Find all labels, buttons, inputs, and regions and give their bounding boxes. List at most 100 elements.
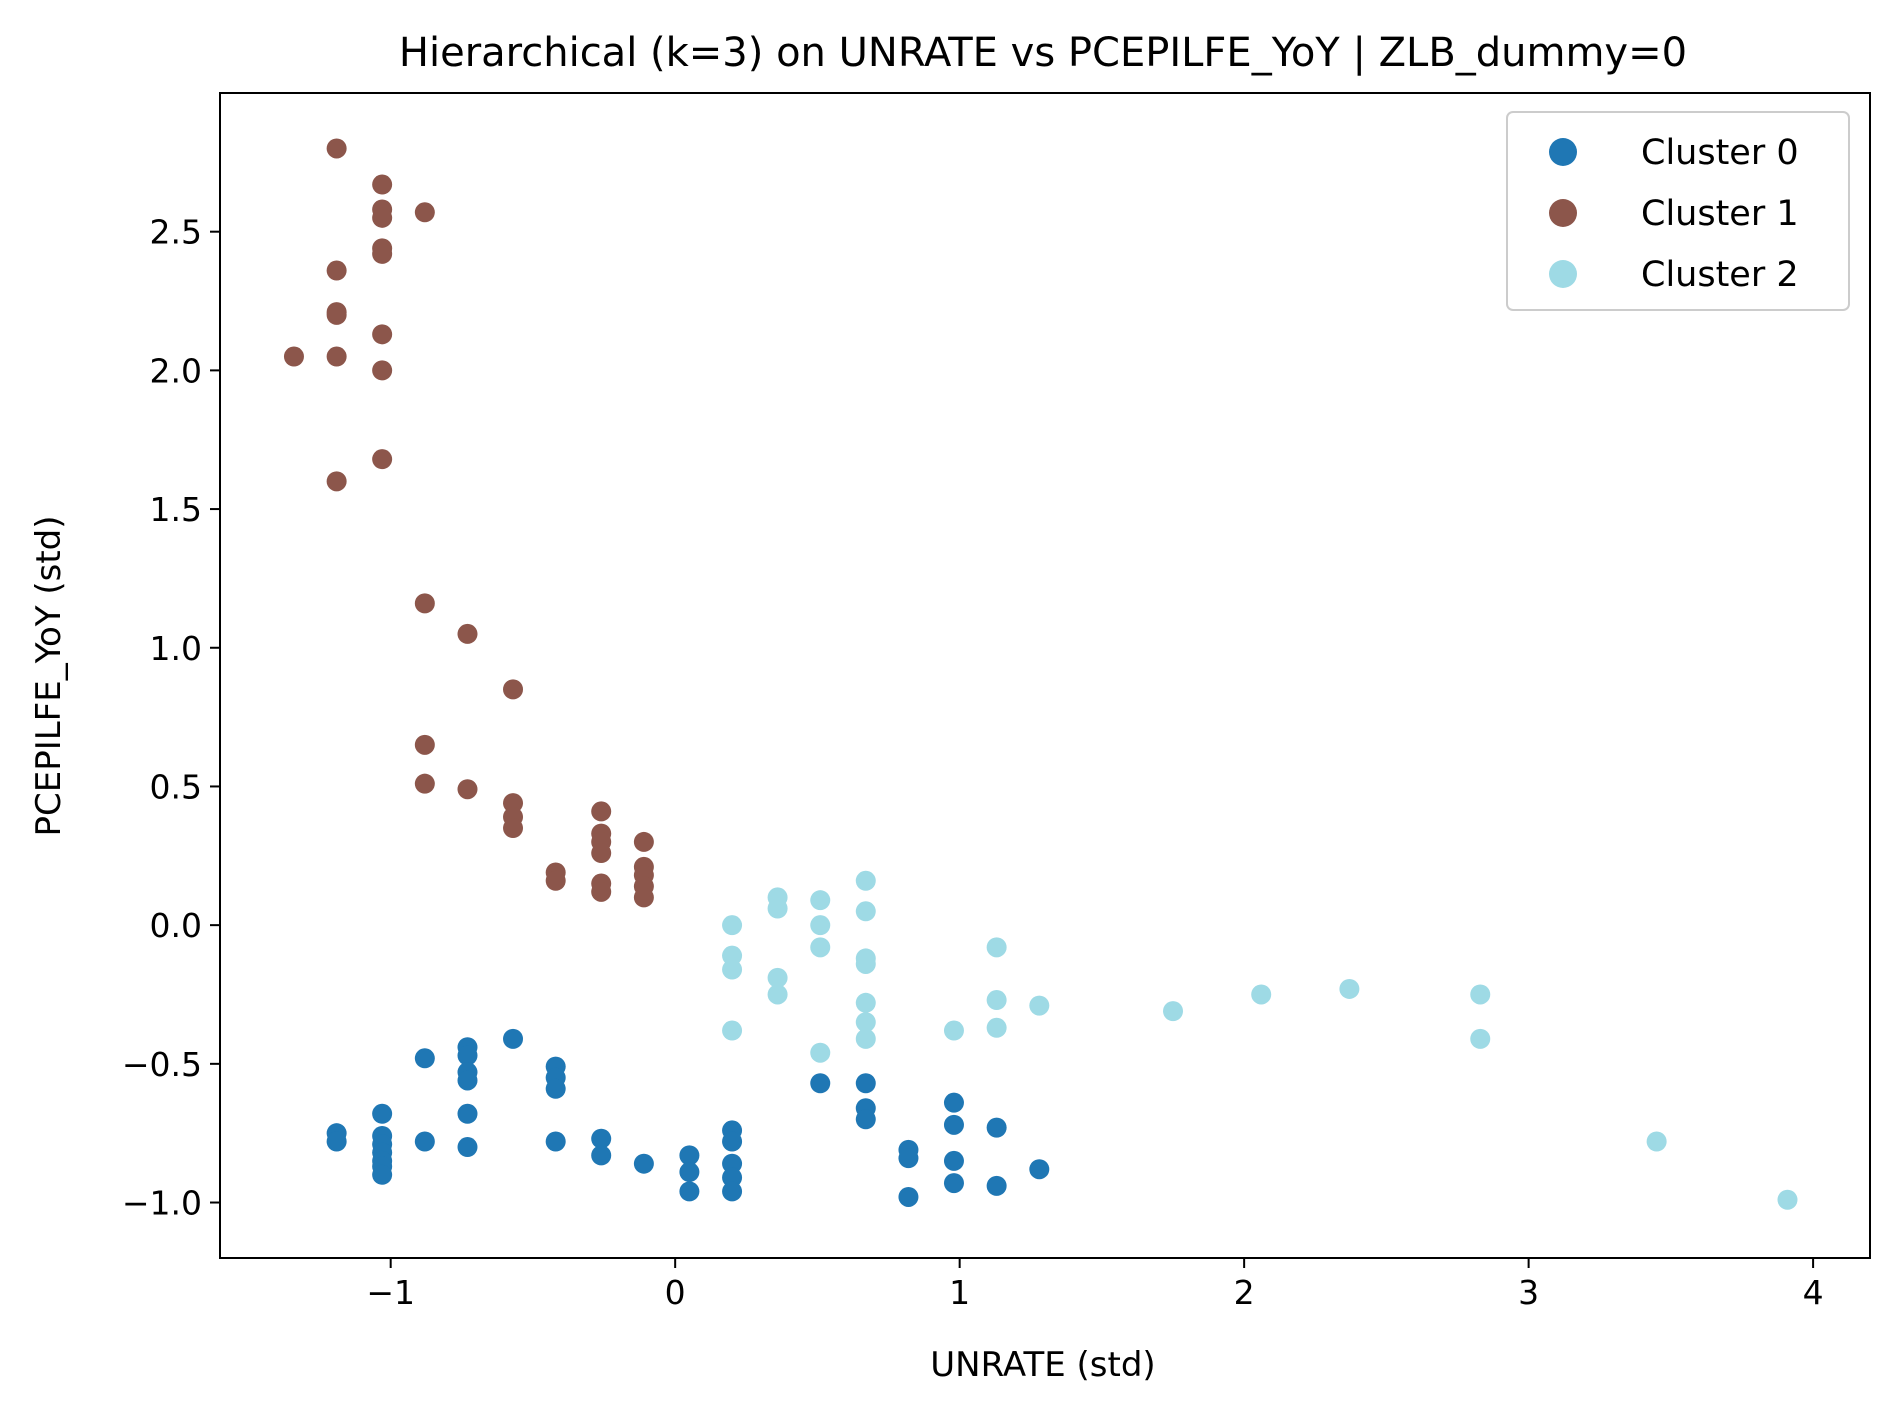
cluster-0-point [414,1048,435,1069]
x-tick-label: 0 [665,1273,686,1312]
cluster-2-point [1777,1189,1798,1210]
cluster-1-point [372,360,393,381]
cluster-2-point [1029,995,1050,1016]
x-axis-label: UNRATE (std) [930,1345,1155,1385]
legend-label-cluster-0: Cluster 0 [1641,133,1799,173]
cluster-0-point [855,1073,876,1094]
cluster-2-point [722,959,743,980]
x-tick-label: 1 [949,1273,970,1312]
cluster-2-point [855,870,876,891]
cluster-2-point [1339,978,1360,999]
cluster-0-point [722,1131,743,1152]
y-tick-label: 2.0 [150,351,202,390]
y-tick-label: 1.0 [150,629,202,668]
cluster-1-point [633,887,654,908]
cluster-1-point [372,324,393,345]
legend-marker-cluster-2 [1549,260,1577,288]
cluster-2-point [986,937,1007,958]
cluster-0-point [545,1131,566,1152]
cluster-1-point [326,138,347,159]
chart-title: Hierarchical (k=3) on UNRATE vs PCEPILFE… [399,30,1687,76]
cluster-2-point [855,901,876,922]
y-tick-label: 0.0 [150,906,202,945]
cluster-0-point [943,1092,964,1113]
cluster-0-point [326,1131,347,1152]
cluster-1-point [591,843,612,864]
x-tick-label: 3 [1518,1273,1539,1312]
cluster-1-point [326,471,347,492]
cluster-1-point [591,881,612,902]
cluster-2-point [767,984,788,1005]
cluster-2-point [767,898,788,919]
cluster-0-point [898,1148,919,1169]
y-tick-label: 0.5 [150,767,202,806]
cluster-0-point [722,1181,743,1202]
cluster-1-point [457,779,478,800]
x-tick-label: 4 [1803,1273,1824,1312]
legend-frame [1506,111,1850,311]
cluster-2-point [722,945,743,966]
cluster-0-point [943,1173,964,1194]
cluster-2-point [1646,1131,1667,1152]
plot-frame [219,92,1871,1259]
cluster-0-point [545,1078,566,1099]
cluster-1-point [414,773,435,794]
cluster-0-point [679,1162,700,1183]
cluster-2-point [1163,1001,1184,1022]
cluster-1-point [591,801,612,822]
cluster-2-point [986,990,1007,1011]
cluster-2-point [1251,984,1272,1005]
cluster-0-point [1029,1159,1050,1180]
cluster-0-point [503,1028,524,1049]
y-axis-label: PCEPILFE_YoY (std) [29,515,69,836]
cluster-0-point [457,1045,478,1066]
cluster-0-point [591,1145,612,1166]
cluster-1-point [414,593,435,614]
cluster-1-point [457,623,478,644]
cluster-1-point [503,793,524,814]
cluster-2-point [722,1020,743,1041]
cluster-1-point [283,346,304,367]
cluster-1-point [633,831,654,852]
cluster-1-point [503,679,524,700]
cluster-2-point [810,937,831,958]
cluster-2-point [1470,1028,1491,1049]
cluster-0-point [986,1117,1007,1138]
cluster-2-point [722,915,743,936]
legend: Cluster 0 Cluster 1 Cluster 2 [1506,111,1850,311]
cluster-0-point [633,1153,654,1174]
cluster-1-point [414,202,435,223]
cluster-1-point [372,207,393,228]
cluster-0-point [943,1114,964,1135]
cluster-2-point [855,1012,876,1033]
cluster-0-point [679,1145,700,1166]
cluster-2-point [855,992,876,1013]
legend-label-cluster-2: Cluster 2 [1641,255,1799,295]
cluster-0-point [810,1073,831,1094]
x-tick-label: 2 [1234,1273,1255,1312]
cluster-0-point [986,1175,1007,1196]
cluster-0-point [679,1181,700,1202]
cluster-2-point [810,915,831,936]
x-tick-label: −1 [366,1273,415,1312]
legend-marker-cluster-1 [1549,199,1577,227]
cluster-1-point [372,174,393,195]
cluster-0-point [591,1128,612,1149]
cluster-2-point [855,953,876,974]
cluster-2-point [1470,984,1491,1005]
cluster-0-point [898,1186,919,1207]
data-points [283,138,1798,1210]
cluster-0-point [722,1167,743,1188]
y-tick-label: 2.5 [150,213,202,252]
y-tick-label: −1.0 [122,1184,202,1223]
cluster-1-point [326,346,347,367]
cluster-0-point [457,1070,478,1091]
legend-label-cluster-1: Cluster 1 [1641,194,1799,234]
cluster-2-point [767,967,788,988]
cluster-0-point [943,1150,964,1171]
legend-marker-cluster-0 [1549,138,1577,166]
cluster-2-point [943,1020,964,1041]
cluster-1-point [372,449,393,470]
cluster-0-point [722,1153,743,1174]
